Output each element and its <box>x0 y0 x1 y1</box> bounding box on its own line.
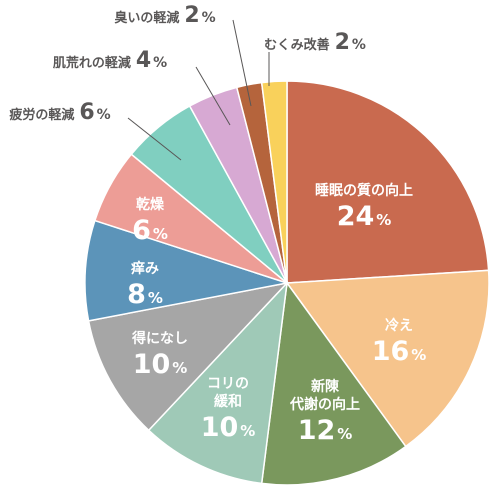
slice-label-5: 得になし 10% <box>131 330 188 380</box>
value-number: 10 <box>133 349 171 380</box>
slice-name-text: 冷え <box>385 317 413 334</box>
value-unit: % <box>148 289 163 307</box>
value-unit: % <box>153 225 168 243</box>
value-unit: % <box>352 37 366 53</box>
slice-name: 臭いの軽減 <box>114 10 179 26</box>
slice-value-text: 10% <box>133 349 188 380</box>
slice-value-text: 16% <box>372 336 427 367</box>
slice-name-text: 緩和 <box>214 393 242 410</box>
value-unit: % <box>153 55 167 71</box>
slice-label-7: 乾燥 6% <box>132 196 168 246</box>
leader-line <box>195 66 231 126</box>
slice-label-8: 疲労の軽減 6% <box>9 100 182 161</box>
value-unit: % <box>240 422 255 440</box>
slice-name-text: 得になし <box>131 330 188 347</box>
slice-name-text: 肌荒れの軽減 4% <box>53 48 167 73</box>
slice-name-text: 疲労の軽減 6% <box>9 100 110 125</box>
slice-name-text: むくみ改善 2% <box>264 30 366 55</box>
value-unit: % <box>411 346 426 364</box>
value-number: 16 <box>372 336 410 367</box>
pie-slice-6 <box>84 219 288 322</box>
slice-value-text: 6% <box>132 215 168 246</box>
slice-label-10: 臭いの軽減 2% <box>114 3 252 107</box>
value-number: 12 <box>298 415 336 446</box>
pie-slice-4 <box>147 280 289 485</box>
slice-name: 肌荒れの軽減 <box>53 55 131 71</box>
value-number: 2 <box>335 30 350 55</box>
value-unit: % <box>202 10 216 26</box>
leader-line <box>232 19 252 107</box>
value-unit: % <box>172 359 187 377</box>
pie-slice-2 <box>285 269 490 448</box>
pie-slice-11 <box>260 80 288 284</box>
slice-name-text: 新陳 <box>311 378 340 395</box>
value-unit: % <box>376 211 391 229</box>
value-number: 4 <box>136 48 151 73</box>
value-number: 6 <box>132 215 151 246</box>
value-number: 2 <box>184 3 199 28</box>
pie-slice-3 <box>260 281 407 486</box>
pie-slice-5 <box>87 281 290 432</box>
value-unit: % <box>97 107 111 123</box>
value-unit: % <box>337 425 352 443</box>
leader-line <box>127 117 182 161</box>
value-number: 24 <box>337 201 375 232</box>
value-number: 6 <box>79 100 94 125</box>
slice-value-text: 10% <box>201 412 256 443</box>
slice-name-text: 睡眠の質の向上 <box>315 182 413 199</box>
slice-value-text: 24% <box>337 201 392 232</box>
slice-name-text: 臭いの軽減 2% <box>114 3 215 28</box>
value-number: 8 <box>127 279 146 310</box>
slice-name-text: コリの <box>207 376 249 392</box>
slice-label-2: 冷え 16% <box>372 317 427 367</box>
slice-name-text: 代謝の向上 <box>289 396 360 413</box>
value-number: 10 <box>201 412 239 443</box>
slice-name-text: 乾燥 <box>136 196 165 213</box>
slice-value-text: 12% <box>298 415 353 446</box>
slice-label-11: むくみ改善 2% <box>264 30 366 86</box>
slice-label-1: 睡眠の質の向上 24% <box>315 182 413 232</box>
slice-value-text: 8% <box>127 279 163 310</box>
slice-name: 疲労の軽減 <box>9 107 74 123</box>
slice-name-text: 痒み <box>131 260 159 277</box>
slice-name: むくみ改善 <box>264 37 330 53</box>
slice-label-9: 肌荒れの軽減 4% <box>53 48 231 126</box>
pie-slice-1 <box>286 80 490 284</box>
slice-label-6: 痒み 8% <box>127 260 163 310</box>
